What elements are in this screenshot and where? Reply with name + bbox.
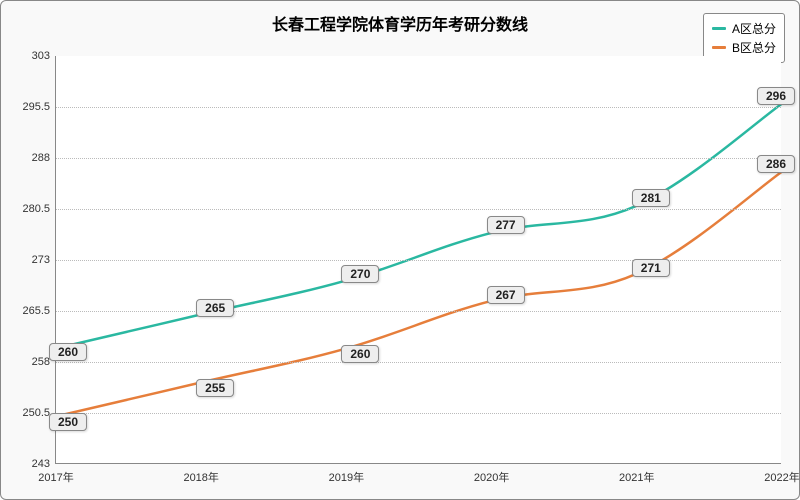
x-tick-label: 2019年 xyxy=(329,463,364,485)
gridline xyxy=(56,413,781,414)
value-label: 286 xyxy=(757,155,795,173)
y-tick-label: 273 xyxy=(32,254,56,266)
legend-label-a: A区总分 xyxy=(732,20,776,37)
x-tick-label: 2021年 xyxy=(619,463,654,485)
gridline xyxy=(56,260,781,261)
value-label: 255 xyxy=(196,379,234,397)
y-tick-label: 280.5 xyxy=(22,203,56,215)
legend-swatch-a xyxy=(712,27,726,30)
x-tick-label: 2018年 xyxy=(183,463,218,485)
x-tick-label: 2022年 xyxy=(764,463,799,485)
y-tick-label: 303 xyxy=(32,50,56,62)
x-tick-label: 2020年 xyxy=(474,463,509,485)
chart-container: 长春工程学院体育学历年考研分数线 A区总分 B区总分 243250.525826… xyxy=(0,0,800,500)
plot-area: 243250.5258265.5273280.5288295.53032017年… xyxy=(55,56,781,464)
gridline xyxy=(56,311,781,312)
gridline xyxy=(56,209,781,210)
gridline xyxy=(56,362,781,363)
legend-label-b: B区总分 xyxy=(732,39,776,56)
value-label: 296 xyxy=(757,87,795,105)
y-tick-label: 288 xyxy=(32,152,56,164)
value-label: 267 xyxy=(487,286,525,304)
value-label: 260 xyxy=(341,345,379,363)
value-label: 265 xyxy=(196,299,234,317)
x-tick-label: 2017年 xyxy=(38,463,73,485)
value-label: 271 xyxy=(632,259,670,277)
gridline xyxy=(56,107,781,108)
y-tick-label: 265.5 xyxy=(22,305,56,317)
value-label: 270 xyxy=(341,265,379,283)
value-label: 260 xyxy=(49,343,87,361)
value-label: 277 xyxy=(487,216,525,234)
value-label: 281 xyxy=(632,189,670,207)
legend-item-b: B区总分 xyxy=(712,39,776,56)
gridline xyxy=(56,158,781,159)
legend-swatch-b xyxy=(712,46,726,49)
value-label: 250 xyxy=(49,413,87,431)
y-tick-label: 295.5 xyxy=(22,101,56,113)
chart-title: 长春工程学院体育学历年考研分数线 xyxy=(272,11,528,35)
legend-item-a: A区总分 xyxy=(712,20,776,37)
